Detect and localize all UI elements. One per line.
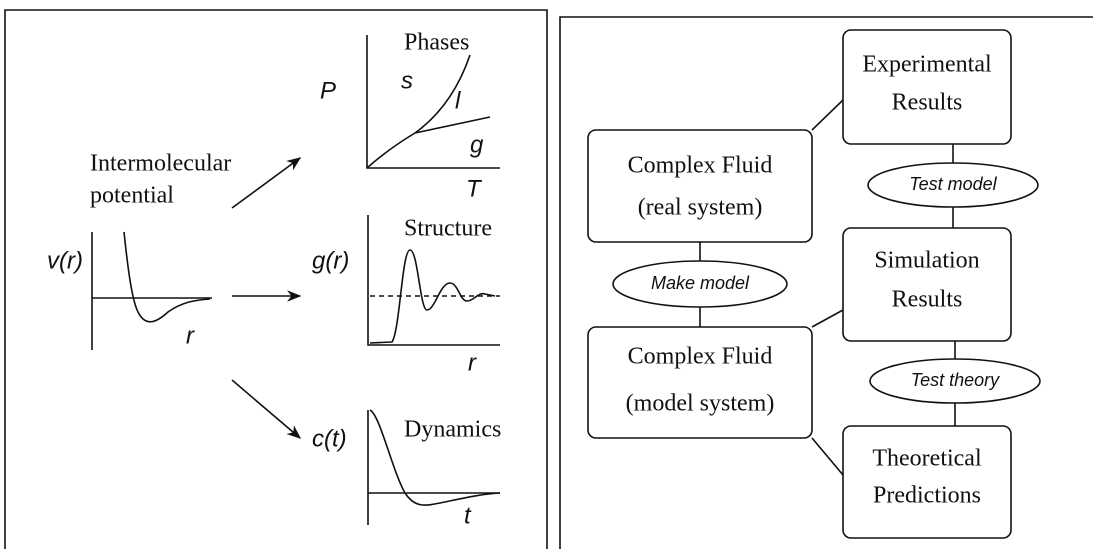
right-panel [559, 16, 1093, 549]
plot-title: Phases [404, 30, 469, 56]
axes [91, 232, 212, 350]
box [842, 227, 1012, 342]
box-label: Experimental [862, 52, 992, 78]
phase-label: l [455, 87, 461, 114]
box-label: Complex Fluid [628, 153, 773, 179]
box-label: (model system) [626, 391, 775, 417]
axis-label: T [466, 175, 483, 202]
axis-label: P [320, 77, 336, 104]
source-label: Intermolecular [90, 151, 231, 177]
box [842, 425, 1012, 539]
phase-label: s [401, 67, 413, 94]
axis-label: g(r) [312, 247, 349, 274]
axis-label: r [468, 349, 477, 376]
ellipse [867, 162, 1039, 208]
plot-title: Dynamics [404, 417, 501, 443]
arrow [231, 157, 302, 209]
phase-label: g [470, 131, 484, 158]
box-label: Theoretical [872, 446, 982, 472]
box [587, 129, 813, 243]
arrow [231, 379, 302, 439]
axis-label: v(r) [47, 247, 83, 274]
plot-title: Structure [404, 216, 492, 242]
axis-label: t [464, 502, 472, 529]
ellipse-label: Make model [651, 273, 750, 293]
curve [366, 54, 491, 169]
box-label: Results [892, 90, 963, 116]
box-label: Complex Fluid [628, 344, 773, 370]
ellipse-label: Test theory [911, 370, 1000, 390]
source-label: potential [90, 183, 174, 209]
ellipse [612, 260, 788, 308]
box-label: Results [892, 287, 963, 313]
box [587, 326, 813, 439]
box-label: Simulation [874, 248, 979, 274]
axes [367, 215, 500, 346]
curve [369, 249, 496, 344]
axis-label: r [186, 322, 195, 349]
box-label: Predictions [873, 483, 981, 509]
ellipse [869, 358, 1041, 404]
left-panel [4, 9, 548, 549]
axis-label: c(t) [312, 425, 347, 452]
box [842, 29, 1012, 145]
ellipse-label: Test model [909, 174, 997, 194]
axes [367, 410, 500, 525]
curve [123, 231, 211, 323]
curve [369, 409, 501, 506]
box-label: (real system) [638, 195, 763, 221]
